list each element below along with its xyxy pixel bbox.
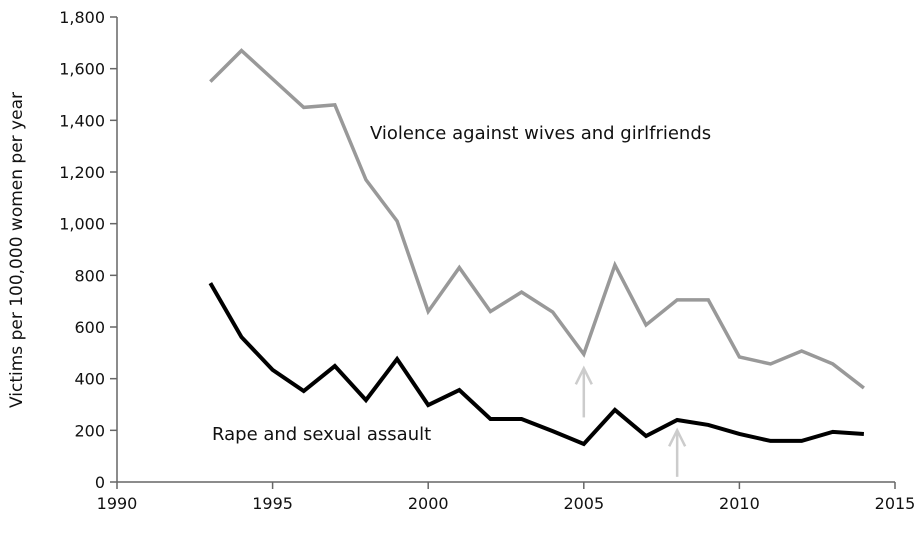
y-tick-label: 0 [95, 473, 105, 492]
y-tick-label: 600 [74, 318, 105, 337]
series-label-rape: Rape and sexual assault [212, 424, 431, 445]
series-lines [210, 50, 864, 444]
y-tick-label: 1,000 [59, 215, 105, 234]
y-axis-label: Victims per 100,000 women per year [7, 92, 27, 408]
axes: 0 200 400 600 800 1,000 1,200 1,400 1,600 1,800 19… [59, 8, 915, 513]
x-tick-label: 1990 [97, 494, 138, 513]
x-tick-label: 2010 [719, 494, 760, 513]
series-label-violence: Violence against wives and girlfriends [370, 123, 711, 144]
x-tick-label: 2015 [875, 494, 916, 513]
y-tick-label: 800 [74, 266, 105, 285]
x-tick-label: 2005 [563, 494, 604, 513]
arrow-annotation [576, 368, 592, 417]
x-tick-label: 1995 [252, 494, 293, 513]
y-tick-label: 1,400 [59, 111, 105, 130]
x-tick-label: 2000 [408, 494, 449, 513]
y-tick-label: 200 [74, 421, 105, 440]
y-tick-label: 1,200 [59, 163, 105, 182]
y-tick-label: 1,800 [59, 8, 105, 27]
arrow-annotation [669, 430, 685, 477]
series-line-0 [210, 51, 864, 388]
y-tick-label: 1,600 [59, 60, 105, 79]
y-tick-label: 400 [74, 370, 105, 389]
